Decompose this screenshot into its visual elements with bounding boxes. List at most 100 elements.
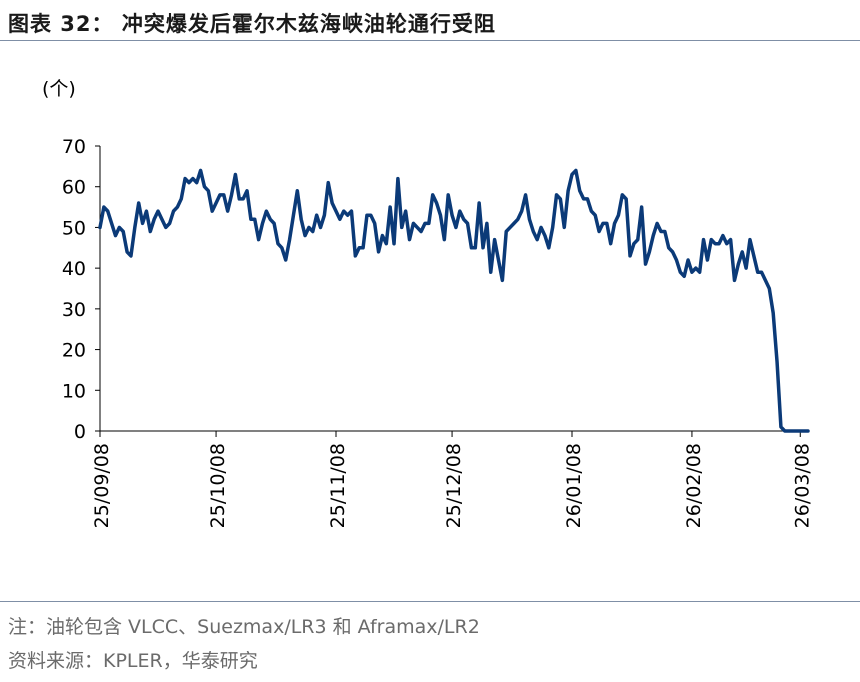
- data-point: [668, 247, 670, 249]
- data-point: [226, 210, 228, 212]
- data-point: [207, 190, 209, 192]
- data-point: [141, 222, 143, 224]
- data-point: [126, 251, 128, 253]
- data-point: [633, 243, 635, 245]
- data-point: [296, 190, 298, 192]
- data-point: [521, 210, 523, 212]
- data-point: [408, 238, 410, 240]
- data-point: [671, 251, 673, 253]
- data-point: [250, 218, 252, 220]
- line-chart: (个) 0 10 20 30 40 50 60 70 25/09/08 25/10/08 25/1…: [42, 78, 813, 528]
- data-point: [505, 230, 507, 232]
- data-point: [315, 214, 317, 216]
- data-point: [219, 194, 221, 196]
- data-point: [733, 279, 735, 281]
- data-point: [443, 238, 445, 240]
- x-tick-label: 26/02/08: [683, 443, 705, 528]
- data-point: [103, 206, 105, 208]
- data-point: [343, 210, 345, 212]
- data-point: [551, 226, 553, 228]
- data-point: [609, 243, 611, 245]
- data-point: [230, 194, 232, 196]
- y-tick-label: 0: [74, 421, 86, 443]
- data-point: [714, 243, 716, 245]
- data-point: [760, 271, 762, 273]
- data-point: [110, 222, 112, 224]
- data-point: [327, 181, 329, 183]
- data-point: [319, 226, 321, 228]
- data-point: [412, 222, 414, 224]
- data-point: [350, 210, 352, 212]
- data-point: [246, 190, 248, 192]
- x-tick-label: 25/09/08: [91, 443, 113, 528]
- data-point: [737, 263, 739, 265]
- data-point: [354, 255, 356, 257]
- source-note: 资料来源：KPLER，华泰研究: [8, 650, 258, 672]
- data-point: [346, 214, 348, 216]
- data-point: [285, 259, 287, 261]
- data-point: [579, 190, 581, 192]
- data-point: [439, 214, 441, 216]
- data-point: [602, 222, 604, 224]
- data-point: [664, 230, 666, 232]
- data-point: [242, 198, 244, 200]
- data-point: [358, 247, 360, 249]
- data-point: [776, 361, 778, 363]
- y-tick-label: 10: [62, 380, 86, 402]
- data-point: [660, 230, 662, 232]
- data-point: [424, 222, 426, 224]
- data-point: [393, 243, 395, 245]
- data-point: [420, 230, 422, 232]
- y-tick-label: 40: [62, 258, 86, 280]
- data-point: [99, 226, 101, 228]
- data-point: [196, 181, 198, 183]
- data-point: [269, 218, 271, 220]
- data-point: [188, 181, 190, 183]
- x-tick-label: 26/03/08: [791, 443, 813, 528]
- data-point: [122, 230, 124, 232]
- data-point: [323, 214, 325, 216]
- data-point: [184, 177, 186, 179]
- data-point: [718, 243, 720, 245]
- data-point: [741, 251, 743, 253]
- data-point: [331, 202, 333, 204]
- x-axis: 25/09/08 25/10/08 25/11/08 25/12/08 26/01/08…: [91, 430, 813, 528]
- data-point: [292, 214, 294, 216]
- chart-title: 图表 32： 冲突爆发后霍尔木兹海峡油轮通行受阻: [8, 12, 496, 36]
- data-point: [404, 210, 406, 212]
- data-point: [165, 226, 167, 228]
- data-point: [598, 230, 600, 232]
- data-point: [586, 198, 588, 200]
- y-tick-label: 50: [62, 217, 86, 239]
- data-point: [389, 206, 391, 208]
- data-point: [490, 271, 492, 273]
- data-point: [582, 198, 584, 200]
- data-point: [722, 234, 724, 236]
- data-point: [257, 238, 259, 240]
- y-tick-label: 70: [62, 136, 86, 158]
- data-point: [509, 226, 511, 228]
- data-point: [702, 238, 704, 240]
- x-tick-label: 25/10/08: [207, 443, 229, 528]
- data-point: [153, 218, 155, 220]
- data-point: [807, 430, 809, 432]
- data-point: [640, 206, 642, 208]
- data-point: [199, 169, 201, 171]
- data-point: [462, 218, 464, 220]
- data-point: [637, 238, 639, 240]
- data-point: [145, 210, 147, 212]
- data-point: [261, 222, 263, 224]
- x-tick-label: 25/12/08: [443, 443, 465, 528]
- data-point: [130, 255, 132, 257]
- data-point: [753, 255, 755, 257]
- data-point: [288, 238, 290, 240]
- data-point: [679, 271, 681, 273]
- data-point: [613, 222, 615, 224]
- data-point: [575, 169, 577, 171]
- data-point: [648, 251, 650, 253]
- data-point: [764, 279, 766, 281]
- data-point: [594, 214, 596, 216]
- data-point: [478, 202, 480, 204]
- data-point: [300, 218, 302, 220]
- data-point: [799, 430, 801, 432]
